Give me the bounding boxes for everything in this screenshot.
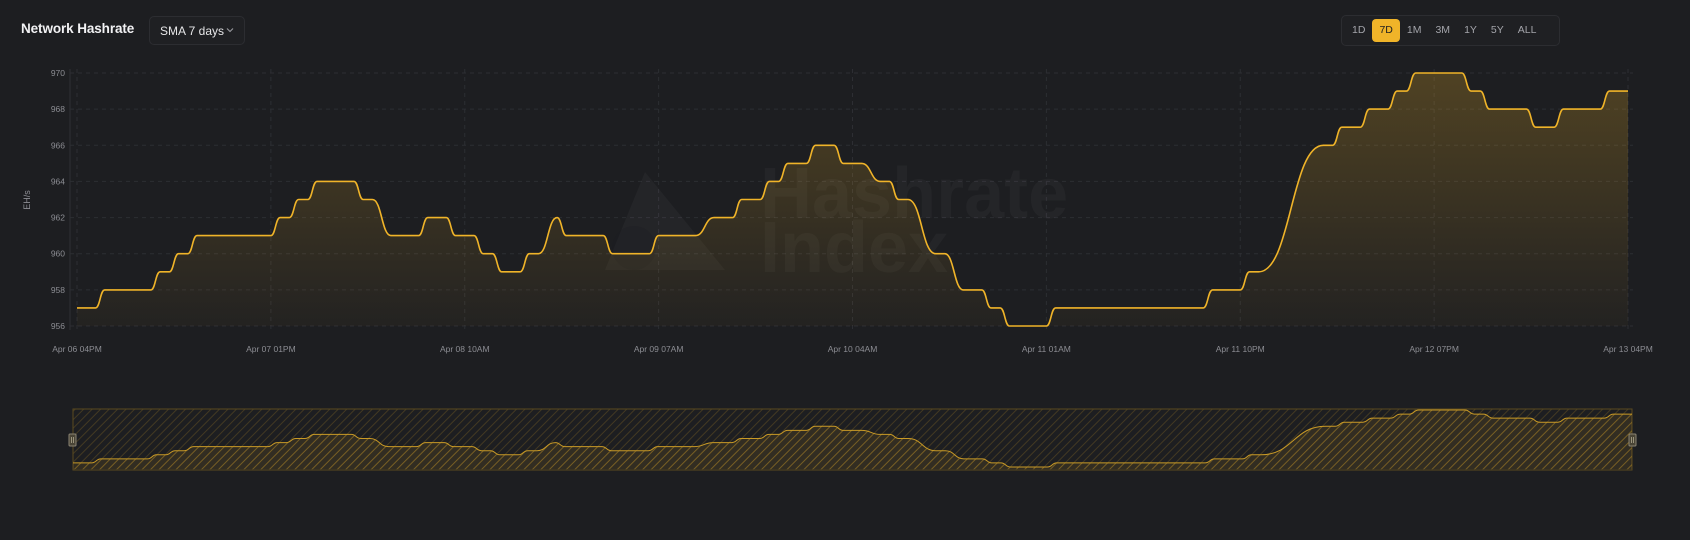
range-navigator[interactable] [68,408,1637,471]
navigator-area [73,410,1632,469]
range-button-7d[interactable]: 7D [1372,19,1400,42]
y-tick-label: 960 [51,249,65,259]
smoothing-select[interactable]: SMA 7 days [149,16,245,45]
navigator-line [72,409,1632,468]
x-tick-label: Apr 11 10PM [1216,344,1265,354]
drag-handle-icon[interactable] [1628,433,1637,447]
y-tick-label: 966 [51,140,65,150]
range-button-5y[interactable]: 5Y [1490,24,1504,36]
range-button-1d[interactable]: 1D [1352,24,1366,36]
hashrate-line[interactable] [77,72,1628,327]
x-tick-label: Apr 10 04AM [828,344,878,354]
x-axis: Apr 06 04PM Apr 07 01PM Apr 08 10AM Apr 09 … [52,344,1653,354]
y-axis: 956 958 960 962 964 966 968 970 [51,68,65,331]
range-button-all[interactable]: ALL [1517,24,1537,36]
x-tick-label: Apr 12 07PM [1409,344,1459,354]
smoothing-select-value: SMA 7 days [160,23,225,38]
chart-title: Network Hashrate [21,21,135,36]
x-tick-label: Apr 07 01PM [246,344,296,354]
range-button-1y[interactable]: 1Y [1464,24,1477,36]
drag-handle-icon[interactable] [68,433,77,447]
chevron-down-icon [226,28,234,33]
y-tick-label: 962 [51,213,65,223]
y-axis-label: EH/s [22,190,32,210]
y-tick-label: 968 [51,104,65,114]
y-tick-label: 964 [51,176,65,186]
x-tick-label: Apr 06 04PM [52,344,102,354]
y-tick-label: 956 [51,321,65,331]
navigator-handle-left[interactable] [68,433,77,447]
x-tick-label: Apr 09 07AM [634,344,684,354]
navigator-handle-right[interactable] [1628,433,1637,447]
x-tick-label: Apr 08 10AM [440,344,490,354]
range-button-1m[interactable]: 1M [1406,24,1422,36]
x-tick-label: Apr 13 04PM [1603,344,1653,354]
y-tick-label: 970 [51,68,65,78]
range-button-3m[interactable]: 3M [1435,24,1451,36]
time-range-selector: 1D 7D 1M 3M 1Y 5Y ALL [1341,15,1560,46]
hashrate-area [77,73,1628,326]
y-tick-label: 958 [51,285,65,295]
x-tick-label: Apr 11 01AM [1022,344,1071,354]
